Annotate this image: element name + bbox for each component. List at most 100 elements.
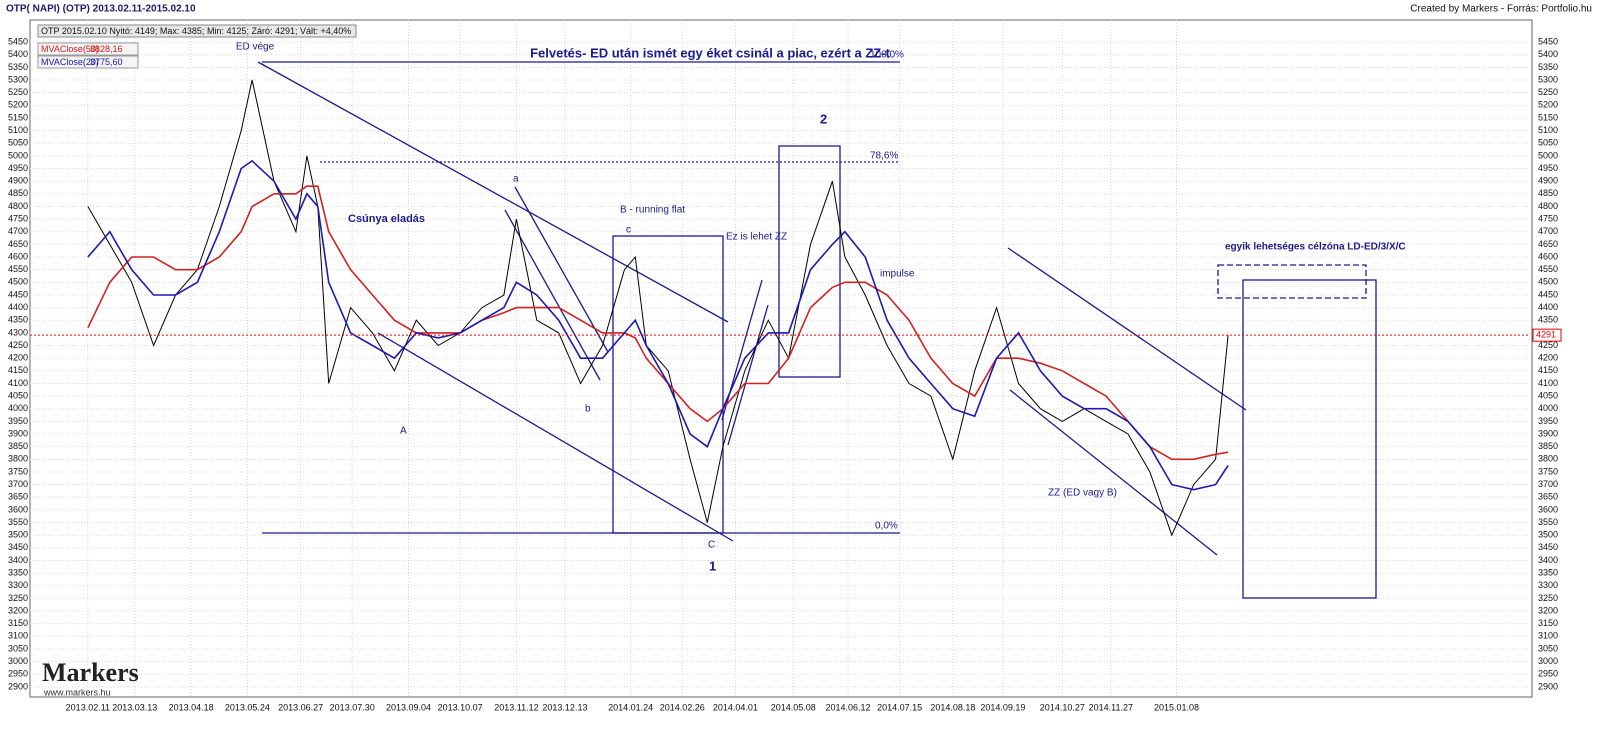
annotations: ED vége 100,0% Felvetés- ED után ismét e… — [42, 42, 1406, 698]
y-tick-label: 3950 — [8, 416, 28, 426]
y-tick-label: 2950 — [8, 669, 28, 679]
trend-line — [257, 61, 729, 323]
y-tick-label: 4900 — [8, 176, 28, 186]
price-line — [87, 79, 1229, 537]
x-tick-label: 2014.11.27 — [1089, 702, 1133, 712]
y-tick-label: 4750 — [1538, 213, 1558, 223]
legend-bg — [37, 42, 139, 56]
x-tick-label: 2015.01.08 — [1154, 702, 1199, 712]
x-tick-label: 2013.04.18 — [169, 702, 214, 712]
y-tick-label: 3550 — [1538, 517, 1558, 527]
y-tick-label: 4950 — [8, 163, 28, 173]
source: Created by Markers - Forrás: Portfolio.h… — [1410, 4, 1592, 15]
wedge-line — [727, 304, 769, 446]
ma-line — [87, 159, 1229, 491]
y-tick-label: 4000 — [8, 403, 28, 413]
y-tick-label: 5250 — [8, 87, 28, 97]
info-box: OTP 2015.02.10 Nyitó: 4149; Max: 4385; M… — [37, 24, 357, 69]
y-tick-label: 3150 — [1538, 618, 1558, 628]
y-tick-label: 4600 — [1538, 251, 1558, 261]
x-tick-label: 2014.10.27 — [1040, 702, 1085, 712]
ma-line — [87, 185, 1229, 461]
y-tick-label: 4150 — [8, 365, 28, 375]
y-tick-label: 5350 — [1538, 62, 1558, 72]
x-tick-label: 2014.05.08 — [771, 702, 816, 712]
legend-value: 3775,60 — [90, 57, 123, 67]
y-tick-label: 4050 — [1538, 390, 1558, 400]
annotation: ED vége — [236, 42, 275, 53]
legend-label: MVAClose(20) — [41, 57, 99, 67]
y-tick-label: 3650 — [1538, 492, 1558, 502]
x-tick-label: 2014.01.24 — [608, 702, 653, 712]
y-tick-label: 4700 — [1538, 226, 1558, 236]
y-tick-label: 4500 — [1538, 277, 1558, 287]
y-tick-label: 4600 — [8, 251, 28, 261]
data: 4291 — [30, 79, 1562, 537]
y-tick-label: 5000 — [1538, 150, 1558, 160]
y-tick-label: 4100 — [8, 378, 28, 388]
x-tick-label: 2013.11.12 — [494, 702, 538, 712]
y-tick-label: 5300 — [8, 74, 28, 84]
y-tick-label: 5100 — [8, 125, 28, 135]
y-tick-label: 3950 — [1538, 416, 1558, 426]
y-tick-label: 3700 — [8, 479, 28, 489]
y-tick-label: 3250 — [8, 593, 28, 603]
y-tick-label: 4400 — [1538, 302, 1558, 312]
y-tick-label: 3400 — [8, 555, 28, 565]
x-tick-label: 2014.09.19 — [980, 702, 1025, 712]
y-tick-label: 4500 — [8, 277, 28, 287]
y-tick-label: 5200 — [8, 100, 28, 110]
y-tick-label: 3250 — [1538, 593, 1558, 603]
trend-line — [1007, 247, 1247, 411]
y-tick-label: 3750 — [8, 466, 28, 476]
last-price-box — [1532, 328, 1562, 342]
y-tick-label: 4450 — [1538, 289, 1558, 299]
info-bg — [37, 24, 357, 38]
target-box — [1242, 279, 1377, 599]
annotation: 100,0% — [870, 50, 904, 61]
trend-line — [1009, 389, 1218, 556]
annotation: 1 — [709, 558, 716, 573]
y-tick-label: 4800 — [1538, 201, 1558, 211]
info: OTP 2015.02.10 Nyitó: 4149; Max: 4385; M… — [41, 26, 351, 36]
y-tick-label: 5300 — [1538, 74, 1558, 84]
annotation: c — [626, 225, 631, 236]
y-tick-label: 4800 — [8, 201, 28, 211]
y-tick-label: 4050 — [8, 390, 28, 400]
y-tick-label: 3400 — [1538, 555, 1558, 565]
y-tick-label: 3800 — [8, 454, 28, 464]
y-tick-label: 3700 — [1538, 479, 1558, 489]
legend-value: 3828,16 — [90, 44, 123, 54]
watermark-url: www.markers.hu — [43, 687, 111, 697]
last-price-label: 4291 — [1536, 330, 1556, 340]
y-tick-label: 3350 — [8, 567, 28, 577]
legend-label: MVAClose(50) — [41, 44, 99, 54]
y-tick-label: 4250 — [8, 340, 28, 350]
y-tick-label: 5250 — [1538, 87, 1558, 97]
y-tick-label: 5150 — [8, 112, 28, 122]
y-tick-label: 5150 — [1538, 112, 1558, 122]
y-tick-label: 4200 — [1538, 353, 1558, 363]
x-tick-label: 2013.12.13 — [542, 702, 587, 712]
y-tick-label: 3450 — [1538, 542, 1558, 552]
y-tick-label: 5050 — [8, 138, 28, 148]
y-tick-label: 4450 — [8, 289, 28, 299]
y-tick-label: 5350 — [8, 62, 28, 72]
y-tick-label: 4750 — [8, 213, 28, 223]
x-tick-label: 2014.08.18 — [930, 702, 975, 712]
x-tick-label: 2013.05.24 — [225, 702, 270, 712]
y-tick-label: 3850 — [1538, 441, 1558, 451]
y-tick-label: 4850 — [8, 188, 28, 198]
y-tick-label: 4650 — [1538, 239, 1558, 249]
y-tick-label: 3150 — [8, 618, 28, 628]
y-tick-label: 3350 — [1538, 567, 1558, 577]
x-tick-label: 2013.03.13 — [112, 702, 157, 712]
y-tick-label: 4550 — [1538, 264, 1558, 274]
trend-line — [377, 332, 734, 542]
y-tick-label: 3100 — [1538, 631, 1558, 641]
annotation: impulse — [880, 269, 915, 280]
y-tick-label: 3750 — [1538, 466, 1558, 476]
wedge-line — [504, 209, 601, 381]
legend-bg — [37, 55, 139, 69]
